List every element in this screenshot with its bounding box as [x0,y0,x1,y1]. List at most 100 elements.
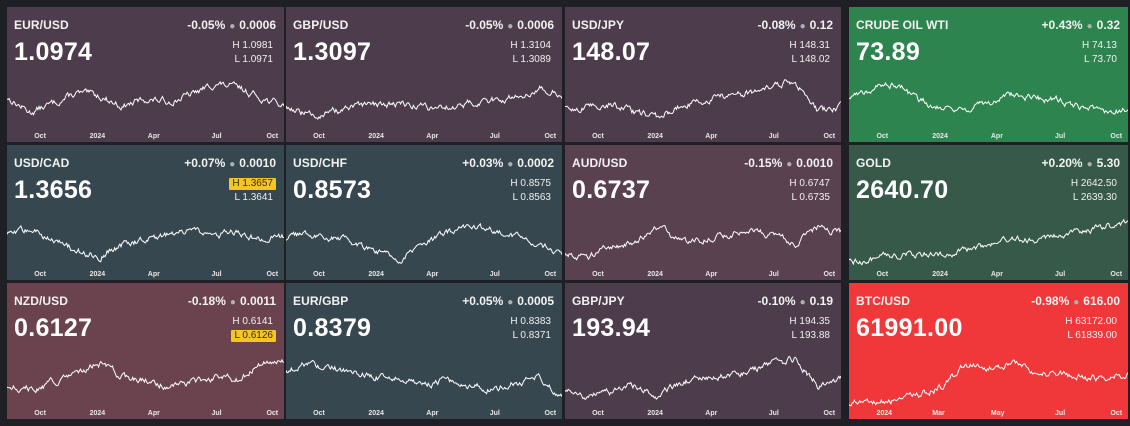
change-percent: +0.20% [1041,156,1083,170]
separator-dot-icon: ● [799,297,806,308]
price-line [565,79,841,119]
time-axis-label: Jul [768,271,779,278]
session-low: L 1.3089 [512,54,551,65]
time-axis-label: Jul [768,133,779,140]
separator-dot-icon: ● [786,159,793,170]
time-axis-label: Jul [1055,271,1066,278]
ticker-symbol: USD/CHF [293,156,348,170]
session-high: H 0.6747 [789,178,830,189]
ticker-tile-nzd-usd[interactable]: NZD/USD -0.18% ● 0.0011 0.6127 H 0.6141 L 0.61… [7,283,284,419]
time-axis-label: Oct [313,133,325,140]
ticker-symbol: GBP/USD [293,18,349,32]
price-sparkline-chart [7,80,284,116]
ticker-tile-usd-chf[interactable]: USD/CHF +0.03% ● 0.0002 0.8573 H 0.8575 L 0.85… [286,145,562,280]
time-axis-label: Jul [489,410,500,417]
ticker-tile-aud-usd[interactable]: AUD/USD -0.15% ● 0.0010 0.6737 H 0.6747 L 0.67… [565,145,841,280]
price-line [7,358,284,394]
time-axis-label: Oct [266,133,279,140]
ticker-tile-eur-gbp[interactable]: EUR/GBP +0.05% ● 0.0005 0.8379 H 0.8383 L 0.83… [286,283,562,419]
price-sparkline-chart [565,355,841,401]
change-percent: -0.18% [187,294,226,308]
ticker-symbol: NZD/USD [14,294,69,308]
time-axis-label: Jul [489,133,500,140]
change-percent: -0.05% [465,18,504,32]
change-absolute: 0.0005 [517,294,554,308]
time-axis-label: Oct [266,410,279,417]
change-absolute: 0.32 [1096,18,1120,32]
change-absolute: 0.0010 [239,156,276,170]
ticker-tile-btc-usd[interactable]: BTC/USD -0.98% ● 616.00 61991.00 H 63172.00 L … [849,283,1128,419]
price-sparkline-chart [7,225,284,263]
separator-dot-icon: ● [507,21,514,32]
separator-dot-icon: ● [1086,21,1093,32]
time-axis-label: Apr [990,271,1003,278]
time-axis-label: Apr [705,271,718,278]
price-line [286,222,562,264]
change-percent: +0.43% [1041,18,1083,32]
time-axis-label: 2024 [368,271,384,278]
ticker-tile-gbp-usd[interactable]: GBP/USD -0.05% ● 0.0006 1.3097 H 1.3104 L 1.30… [286,7,562,142]
time-axis-label: 2024 [932,271,948,278]
ticker-tile-usd-jpy[interactable]: USD/JPY -0.08% ● 0.12 148.07 H 148.31 L 148.02… [565,7,841,142]
session-high: H 63172.00 [1065,316,1117,327]
change-readout: -0.05% ● 0.0006 [187,18,276,32]
time-axis-label: 2024 [932,133,948,140]
change-readout: -0.98% ● 616.00 [1031,294,1120,308]
change-percent: +0.05% [462,294,504,308]
change-percent: +0.07% [184,156,226,170]
time-axis-label: Oct [592,133,604,140]
time-axis-label: Apr [426,410,439,417]
change-percent: -0.08% [757,18,796,32]
time-axis-label: Oct [1110,271,1123,278]
change-percent: -0.98% [1031,294,1070,308]
separator-dot-icon: ● [1073,297,1080,308]
change-absolute: 0.0010 [796,156,833,170]
change-readout: +0.07% ● 0.0010 [184,156,276,170]
time-axis-label: Oct [313,271,325,278]
change-absolute: 0.0006 [239,18,276,32]
separator-dot-icon: ● [799,21,806,32]
time-axis-label: Apr [705,133,718,140]
session-low: L 61839.00 [1067,330,1117,341]
session-high: H 194.35 [789,316,830,327]
time-axis-label: Mar [932,410,945,417]
price-sparkline-chart [565,79,841,119]
separator-dot-icon: ● [507,159,514,170]
time-axis-label: Oct [34,410,46,417]
time-axis-label: Apr [990,133,1003,140]
time-axis-label: Oct [544,271,557,278]
ticker-symbol: BTC/USD [856,294,911,308]
ticker-tile-usd-cad[interactable]: USD/CAD +0.07% ● 0.0010 1.3656 H 1.3657 L 1.36… [7,145,284,280]
session-low: L 1.3641 [234,192,273,203]
time-axis-label: 2024 [368,133,384,140]
last-price: 148.07 [572,38,651,66]
time-axis-label: Oct [592,410,604,417]
time-axis-label: 2024 [89,133,106,140]
ticker-tile-eur-usd[interactable]: EUR/USD -0.05% ● 0.0006 1.0974 H 1.0981 L 1.09… [7,7,284,142]
change-percent: -0.10% [757,294,796,308]
time-axis-label: Apr [426,271,439,278]
time-axis-label: 2024 [368,410,384,417]
ticker-symbol: EUR/USD [14,18,69,32]
last-price: 0.6737 [572,176,651,204]
time-axis-label: Oct [34,133,46,140]
ticker-symbol: USD/JPY [572,18,625,32]
session-low: L 0.6126 [231,330,276,342]
change-readout: +0.43% ● 0.32 [1042,18,1120,32]
session-high: H 0.8383 [510,316,551,327]
time-axis-label: Oct [876,271,889,278]
change-readout: +0.20% ● 5.30 [1042,156,1120,170]
session-low: L 73.70 [1084,54,1117,65]
change-readout: -0.10% ● 0.19 [758,294,833,308]
session-high: H 74.13 [1081,40,1117,51]
price-line [849,359,1128,407]
change-percent: -0.15% [744,156,783,170]
time-axis-label: 2024 [876,410,893,417]
time-axis-label: 2024 [89,271,106,278]
ticker-tile-gold[interactable]: GOLD +0.20% ● 5.30 2640.70 H 2642.50 L 2639.30… [849,145,1128,280]
time-axis-label: 2024 [89,410,106,417]
ticker-tile-gbp-jpy[interactable]: GBP/JPY -0.10% ● 0.19 193.94 H 194.35 L 193.88… [565,283,841,419]
ticker-tile-crude-oil-wti[interactable]: CRUDE OIL WTI +0.43% ● 0.32 73.89 H 74.13 L 73… [849,7,1128,142]
change-percent: +0.03% [462,156,504,170]
price-line [7,225,284,263]
